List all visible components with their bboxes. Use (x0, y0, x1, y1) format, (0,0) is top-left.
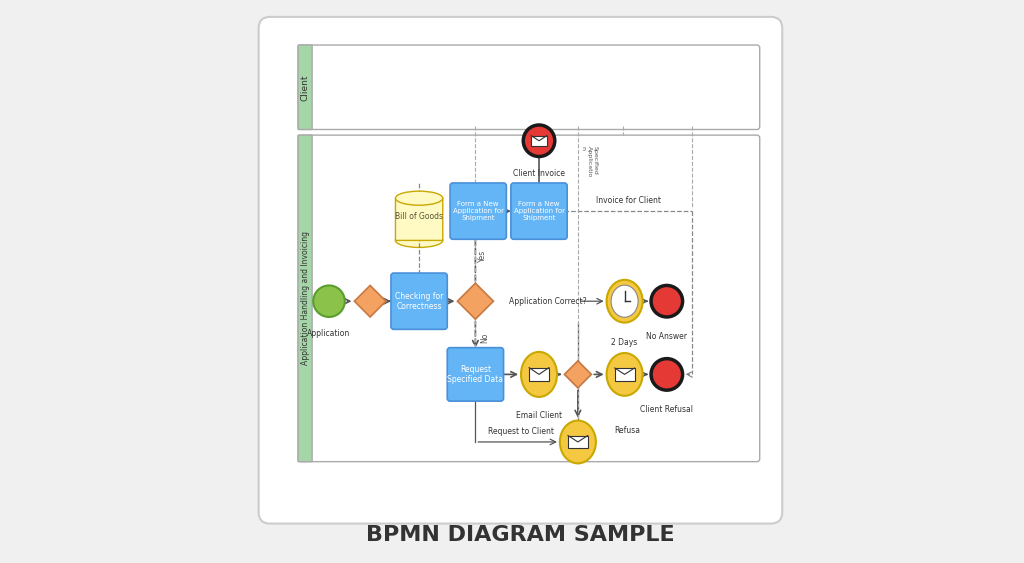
Text: Bill of Goods: Bill of Goods (395, 212, 443, 221)
Text: Client Invoice: Client Invoice (513, 169, 565, 178)
FancyBboxPatch shape (447, 347, 504, 401)
Polygon shape (564, 361, 592, 388)
FancyBboxPatch shape (298, 45, 312, 129)
FancyBboxPatch shape (298, 45, 760, 129)
Circle shape (651, 359, 683, 390)
Ellipse shape (395, 191, 442, 205)
Text: Application Handling and Invoicing: Application Handling and Invoicing (301, 231, 309, 365)
Ellipse shape (606, 353, 643, 396)
FancyBboxPatch shape (391, 273, 447, 329)
FancyBboxPatch shape (298, 135, 312, 462)
Text: Request
Specified Data: Request Specified Data (447, 365, 504, 384)
Text: Application Correct?: Application Correct? (509, 297, 587, 306)
Text: Form a New
Application for
Shipment: Form a New Application for Shipment (513, 201, 564, 221)
Text: Checking for
Correctness: Checking for Correctness (395, 292, 443, 311)
Text: Request to Client: Request to Client (488, 427, 554, 436)
Text: Refusa: Refusa (614, 426, 640, 435)
Text: No: No (480, 333, 488, 343)
Ellipse shape (560, 421, 596, 463)
FancyBboxPatch shape (511, 183, 567, 239)
FancyBboxPatch shape (259, 17, 782, 524)
Text: Yes: Yes (478, 250, 487, 262)
Ellipse shape (395, 233, 442, 248)
FancyBboxPatch shape (451, 183, 507, 239)
Text: Specified
Applicatio
n: Specified Applicatio n (581, 146, 597, 178)
Text: Client: Client (301, 74, 309, 101)
Ellipse shape (606, 280, 643, 323)
Text: No Answer: No Answer (646, 332, 687, 341)
Ellipse shape (521, 352, 557, 397)
Text: Email Client: Email Client (516, 411, 562, 420)
Text: Client Refusal: Client Refusal (640, 405, 693, 414)
Text: Form a New
Application for
Shipment: Form a New Application for Shipment (453, 201, 504, 221)
FancyBboxPatch shape (298, 135, 760, 462)
Circle shape (523, 125, 555, 157)
Text: Invoice for Client: Invoice for Client (596, 196, 660, 205)
Bar (529, 368, 549, 381)
Polygon shape (458, 283, 494, 319)
Bar (568, 436, 588, 448)
Polygon shape (354, 285, 386, 317)
FancyBboxPatch shape (395, 198, 442, 240)
Ellipse shape (611, 285, 638, 317)
Bar (531, 136, 547, 146)
Text: 2 Days: 2 Days (611, 338, 638, 347)
Text: BPMN DIAGRAM SAMPLE: BPMN DIAGRAM SAMPLE (367, 525, 675, 545)
Circle shape (651, 285, 683, 317)
Bar (614, 368, 635, 381)
Text: Application: Application (307, 329, 350, 338)
Circle shape (313, 285, 345, 317)
